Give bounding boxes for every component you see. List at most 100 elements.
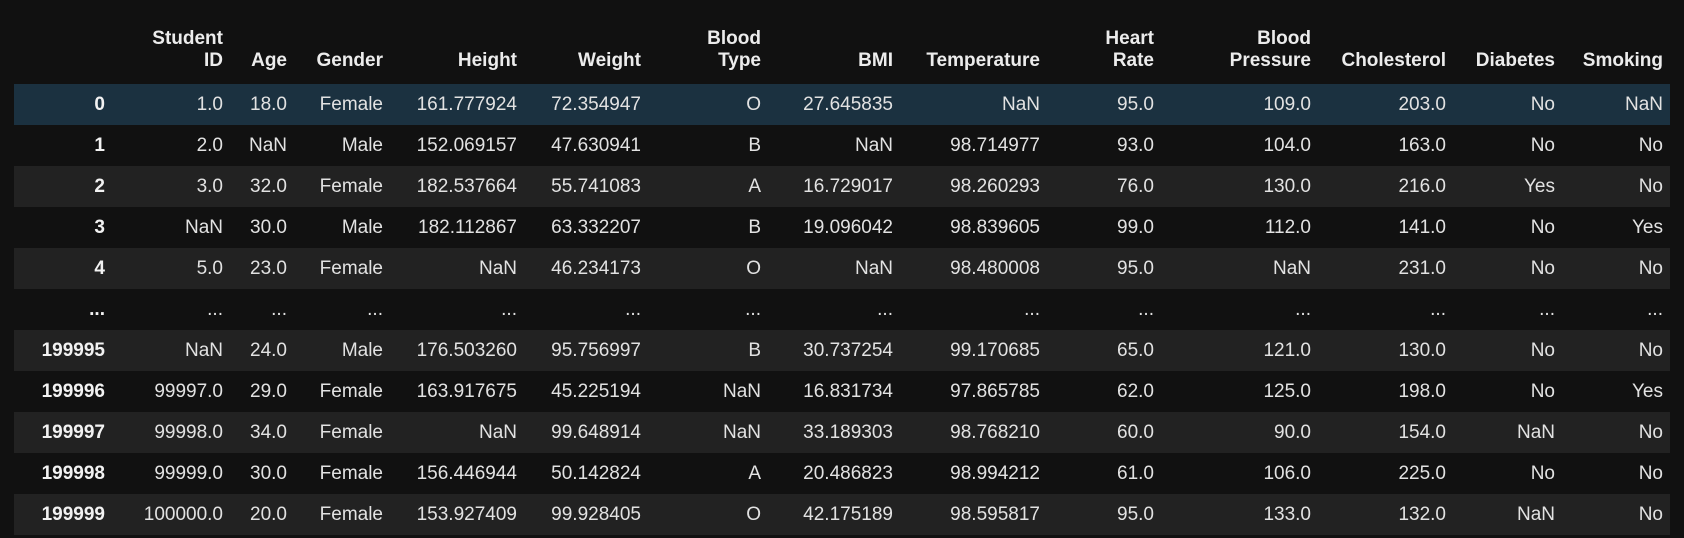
index-header: [14, 14, 112, 84]
row-index: 1: [94, 134, 105, 156]
column-header-line: Cholesterol: [1341, 50, 1446, 71]
table-cell: NaN: [854, 257, 893, 279]
column-header: Student ID: [112, 14, 230, 84]
table-cell: No: [1638, 134, 1663, 156]
table-cell: 225.0: [1398, 462, 1446, 484]
table-cell: 182.537664: [416, 175, 517, 197]
table-cell: Female: [319, 421, 383, 443]
table-cell: A: [748, 175, 761, 197]
row-index: 2: [94, 175, 105, 197]
table-cell: 62.0: [1117, 380, 1154, 402]
column-header: Blood Type: [648, 14, 768, 84]
table-cell: Female: [319, 93, 383, 115]
column-header: Temperature: [900, 14, 1047, 84]
table-cell: No: [1638, 175, 1663, 197]
table-cell: 45.225194: [551, 380, 641, 402]
table-cell: 2.0: [196, 134, 223, 156]
column-header-line: BMI: [858, 50, 893, 71]
table-cell: Female: [319, 380, 383, 402]
row-index: 0: [94, 93, 105, 115]
table-cell: ...: [877, 298, 893, 320]
table-cell: No: [1638, 503, 1663, 525]
table-cell: ...: [367, 298, 383, 320]
table-cell: B: [748, 216, 761, 238]
table-cell: No: [1530, 216, 1555, 238]
table-cell: 99.0: [1117, 216, 1154, 238]
column-header-line: Weight: [578, 50, 641, 71]
column-header-line: Gender: [316, 50, 383, 71]
table-cell: 163.0: [1398, 134, 1446, 156]
table-body: 0 1.0 18.0 Female 161.777924 72.354947 O 27.645…: [14, 84, 1670, 535]
column-header-line: Height: [457, 50, 517, 71]
column-header-line: Rate: [1112, 50, 1154, 71]
column-header-line: Diabetes: [1475, 50, 1555, 71]
row-index: ...: [89, 298, 105, 320]
table-row: 4 5.0 23.0 Female NaN 46.234173 O NaN 98.480008 9…: [14, 248, 1670, 289]
table-row: ........................................…: [14, 289, 1670, 330]
table-cell: 90.0: [1274, 421, 1311, 443]
table-cell: No: [1638, 462, 1663, 484]
table-cell: 61.0: [1117, 462, 1154, 484]
table-cell: 65.0: [1117, 339, 1154, 361]
table-cell: NaN: [1516, 421, 1555, 443]
table-cell: B: [748, 134, 761, 156]
column-header: Height: [390, 14, 524, 84]
table-cell: NaN: [722, 380, 761, 402]
table-cell: NaN: [184, 216, 223, 238]
table-cell: ...: [271, 298, 287, 320]
column-header: Age: [230, 14, 294, 84]
table-cell: 34.0: [250, 421, 287, 443]
table-cell: 154.0: [1398, 421, 1446, 443]
row-index: 199996: [41, 380, 105, 402]
table-row: 199996 99997.0 29.0 Female 163.917675 45.2251…: [14, 371, 1670, 412]
table-cell: 47.630941: [551, 134, 641, 156]
column-header-line: Pressure: [1229, 50, 1311, 71]
column-header: Gender: [294, 14, 390, 84]
table-cell: 153.927409: [416, 503, 517, 525]
table-cell: 20.0: [250, 503, 287, 525]
table-cell: ...: [625, 298, 641, 320]
table-cell: 95.0: [1117, 93, 1154, 115]
column-header-line: Blood: [1257, 28, 1311, 49]
table-cell: 30.737254: [803, 339, 893, 361]
table-cell: ...: [1539, 298, 1555, 320]
table-cell: Female: [319, 257, 383, 279]
table-cell: 60.0: [1117, 421, 1154, 443]
table-cell: No: [1530, 257, 1555, 279]
table-cell: No: [1530, 134, 1555, 156]
row-index: 199999: [41, 503, 105, 525]
column-header-line: Temperature: [926, 50, 1040, 71]
table-row: 199995 NaN 24.0 Male 176.503260 95.756997 B 30.…: [14, 330, 1670, 371]
table-cell: 99998.0: [154, 421, 223, 443]
table-cell: NaN: [478, 421, 517, 443]
table-row: 199998 99999.0 30.0 Female 156.446944 50.1428…: [14, 453, 1670, 494]
table-cell: 198.0: [1398, 380, 1446, 402]
table-cell: 63.332207: [551, 216, 641, 238]
table-cell: 106.0: [1263, 462, 1311, 484]
table-cell: 95.756997: [551, 339, 641, 361]
table-cell: NaN: [722, 421, 761, 443]
column-header-line: Age: [251, 50, 287, 71]
table-cell: 30.0: [250, 462, 287, 484]
table-cell: 112.0: [1264, 216, 1311, 238]
table-cell: 24.0: [250, 339, 287, 361]
table-cell: 3.0: [196, 175, 223, 197]
table-cell: Female: [319, 175, 383, 197]
table-cell: 109.0: [1263, 93, 1311, 115]
table-cell: ...: [1024, 298, 1040, 320]
column-header: Heart Rate: [1047, 14, 1161, 84]
table-cell: 231.0: [1398, 257, 1446, 279]
table-cell: 203.0: [1398, 93, 1446, 115]
column-header-line: ID: [204, 50, 223, 71]
table-cell: 176.503260: [416, 339, 517, 361]
column-header: BMI: [768, 14, 900, 84]
table-cell: B: [748, 339, 761, 361]
table-cell: 216.0: [1398, 175, 1446, 197]
table-cell: NaN: [1272, 257, 1311, 279]
table-cell: 132.0: [1398, 503, 1446, 525]
table-cell: 133.0: [1263, 503, 1311, 525]
table-row: 199997 99998.0 34.0 Female NaN 99.648914 NaN 33…: [14, 412, 1670, 453]
table-cell: NaN: [248, 134, 287, 156]
table-cell: 33.189303: [803, 421, 893, 443]
